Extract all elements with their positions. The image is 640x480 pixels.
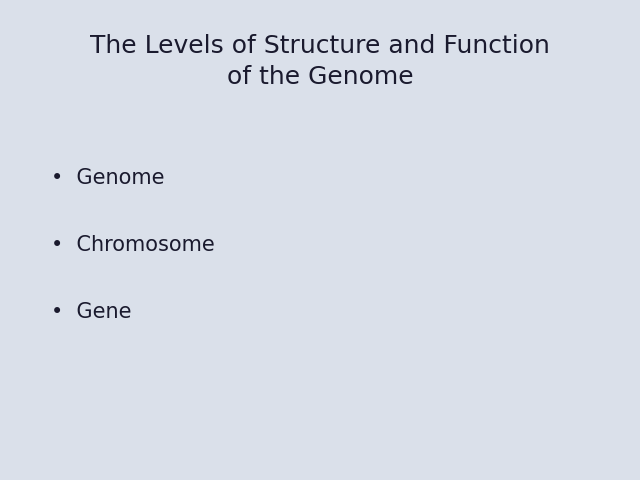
Text: •  Gene: • Gene [51, 302, 132, 322]
Text: The Levels of Structure and Function
of the Genome: The Levels of Structure and Function of … [90, 34, 550, 89]
Text: •  Genome: • Genome [51, 168, 164, 188]
Text: •  Chromosome: • Chromosome [51, 235, 215, 255]
